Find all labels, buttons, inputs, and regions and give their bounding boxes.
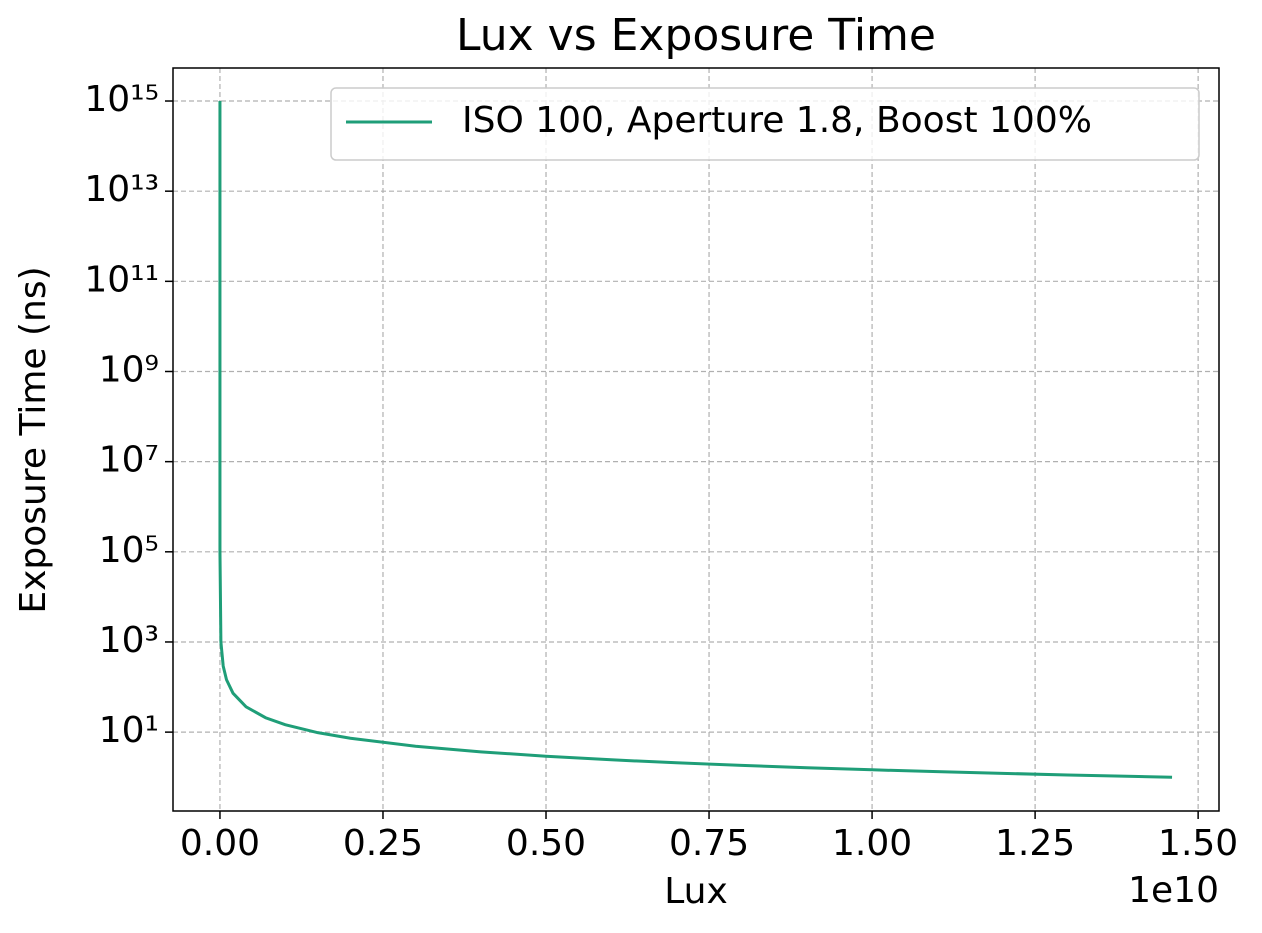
x-tick-label: 1.25 bbox=[995, 823, 1075, 864]
legend-label: ISO 100, Aperture 1.8, Boost 100% bbox=[462, 100, 1092, 141]
y-tick-label: 10⁹ bbox=[99, 349, 159, 390]
y-tick-label: 10¹⁵ bbox=[84, 79, 159, 120]
y-axis-label: Exposure Time (ns) bbox=[13, 266, 54, 613]
x-offset-label: 1e10 bbox=[1128, 870, 1219, 911]
legend-box bbox=[330, 87, 1200, 161]
y-tick-label: 10⁷ bbox=[99, 440, 159, 481]
y-tick-label: 10⁵ bbox=[99, 530, 159, 571]
chart-title: Lux vs Exposure Time bbox=[456, 10, 936, 61]
legend: ISO 100, Aperture 1.8, Boost 100% bbox=[330, 87, 1200, 161]
x-tick-label: 0.00 bbox=[180, 823, 260, 864]
x-axis-label: Lux bbox=[664, 871, 728, 912]
x-tick-label: 0.75 bbox=[669, 823, 749, 864]
y-tick-label: 10³ bbox=[99, 620, 159, 661]
x-tick-label: 1.00 bbox=[832, 823, 912, 864]
y-tick-label: 10¹³ bbox=[84, 169, 159, 210]
line bbox=[218, 101, 1173, 779]
x-tick-label: 0.25 bbox=[343, 823, 423, 864]
y-tick-label: 10¹¹ bbox=[84, 259, 159, 300]
x-tick-label: 1.50 bbox=[1158, 823, 1238, 864]
x-tick-label: 0.50 bbox=[506, 823, 586, 864]
plot-frame bbox=[172, 67, 1220, 812]
y-tick-label: 10¹ bbox=[99, 710, 159, 751]
